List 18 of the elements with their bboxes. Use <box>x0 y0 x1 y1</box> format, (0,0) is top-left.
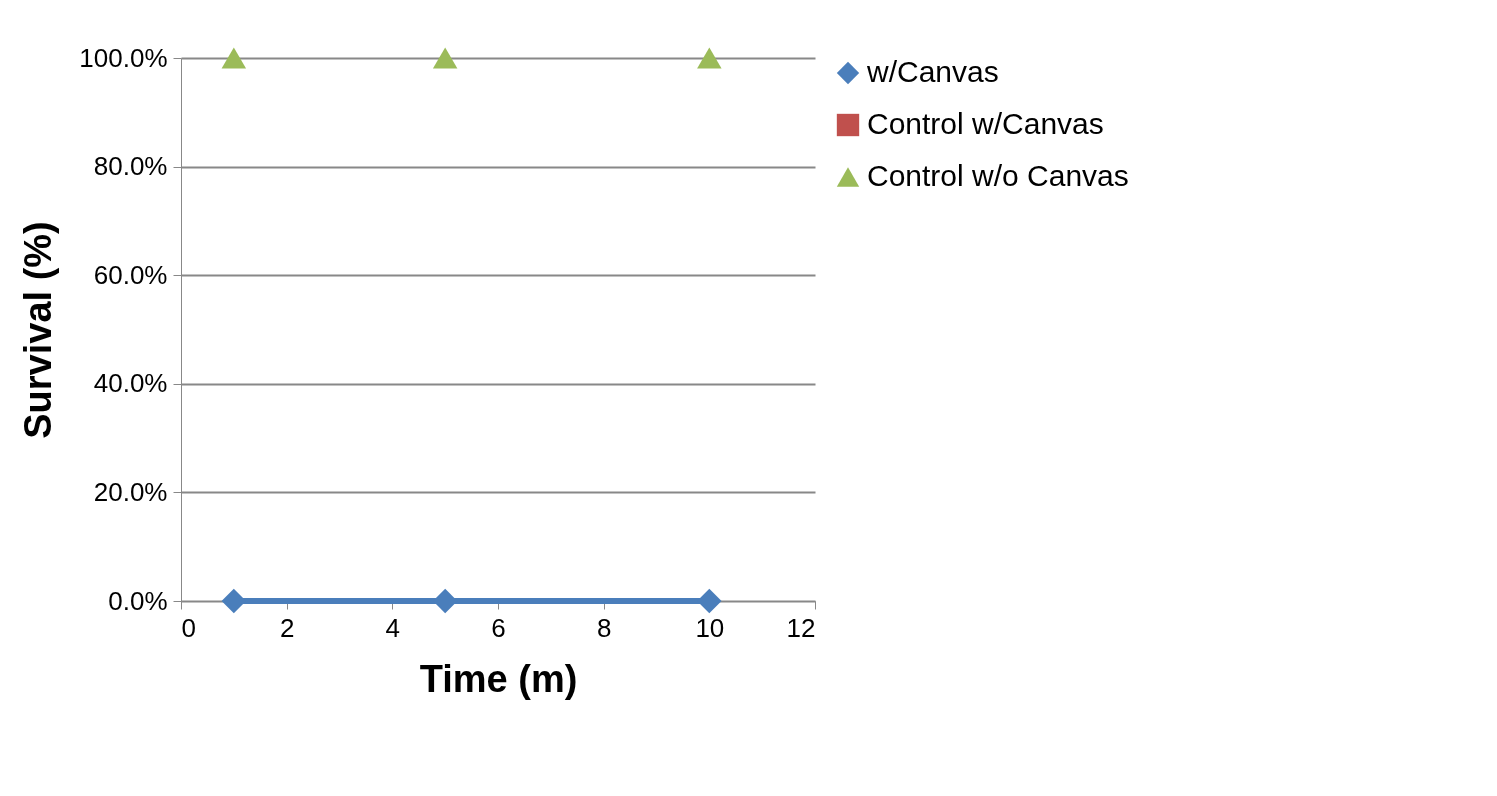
y-tick-label: 40.0% <box>93 368 168 399</box>
y-tick-label: 100.0% <box>79 42 168 73</box>
y-tick-label: 0.0% <box>108 585 168 616</box>
x-tick-label: 4 <box>385 612 401 643</box>
x-tick-label: 2 <box>279 612 295 643</box>
x-axis-title: Time (m) <box>419 657 578 700</box>
legend-label: Control w/o Canvas <box>867 159 1129 192</box>
x-tick-label: 10 <box>695 612 725 643</box>
legend-label: w/Canvas <box>866 55 999 88</box>
x-tick-label: 6 <box>491 612 506 643</box>
y-tick-label: 60.0% <box>93 259 168 290</box>
x-tick-label: 12 <box>786 612 816 643</box>
legend-label: Control w/Canvas <box>867 107 1104 140</box>
x-tick-label: 8 <box>596 612 612 643</box>
y-tick-label: 80.0% <box>93 151 168 182</box>
y-axis-title: Survival (%) <box>17 221 60 439</box>
y-tick-label: 20.0% <box>93 476 168 507</box>
x-tick-label: 0 <box>181 612 196 643</box>
